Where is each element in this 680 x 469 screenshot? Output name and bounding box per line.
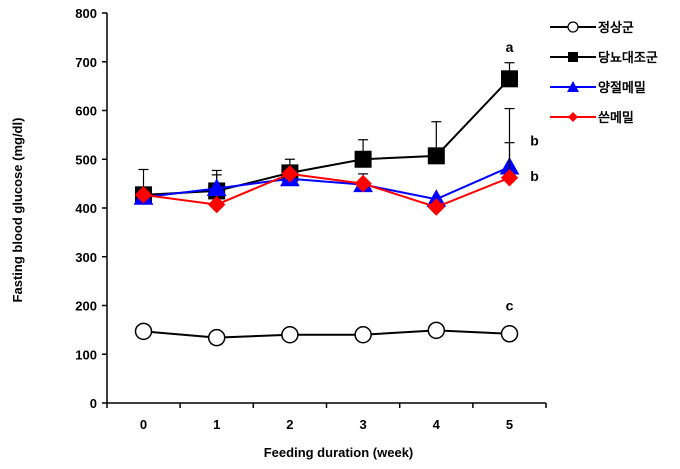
legend-label: 정상군 (598, 20, 634, 36)
data-point (281, 326, 299, 344)
x-tick-label: 1 (213, 417, 220, 432)
y-tick-label: 400 (75, 201, 97, 216)
series-group (134, 321, 519, 347)
y-tick-label: 700 (75, 55, 97, 70)
data-point (500, 325, 519, 343)
y-tick-label: 100 (75, 347, 97, 362)
data-point (427, 198, 446, 216)
annotations: a b b c (506, 39, 539, 313)
series-line (143, 329, 510, 339)
legend-label: 쓴메밀 (598, 111, 634, 126)
data-point (500, 169, 519, 187)
legend-label: 당뇨대조군 (598, 50, 658, 66)
series-line (143, 172, 510, 209)
x-tick-label: 3 (359, 417, 366, 432)
axes: 0 100 200 300 400 500 600 700 800 0 1 2 3 4 5 (75, 6, 547, 432)
data-point (134, 322, 153, 341)
data-point (134, 186, 153, 204)
significance-label: c (506, 297, 514, 313)
y-axis-title: Fasting blood glucose (mg/dl) (10, 118, 25, 303)
significance-label: b (530, 168, 539, 184)
y-tick-label: 600 (75, 104, 97, 119)
y-tick-label: 500 (75, 152, 97, 167)
data-point (206, 178, 227, 196)
data-point (281, 165, 299, 183)
x-tick-label: 2 (286, 417, 293, 432)
data-point (354, 326, 372, 344)
series-line (143, 166, 510, 201)
data-point (501, 70, 518, 88)
x-tick-label: 4 (433, 417, 441, 432)
data-point (427, 147, 445, 165)
series-layer (133, 62, 520, 347)
data-point (354, 174, 372, 193)
x-tick-label: 5 (506, 417, 513, 432)
y-tick-label: 800 (75, 6, 97, 21)
legend-label: 양절메밀 (598, 81, 646, 96)
data-point (427, 321, 446, 340)
legend-marker (568, 112, 578, 122)
x-axis-title: Feeding duration (week) (264, 445, 414, 460)
legend-marker (568, 52, 578, 62)
series-group (134, 142, 519, 216)
y-tick-label: 300 (75, 250, 97, 265)
legend-marker (567, 21, 579, 33)
y-tick-label: 200 (75, 299, 97, 314)
significance-label: a (506, 39, 514, 55)
data-point (207, 195, 226, 214)
x-tick-label: 0 (140, 417, 147, 432)
legend-marker (567, 81, 579, 92)
data-point (354, 150, 372, 168)
series-group (135, 62, 518, 204)
series-line (143, 78, 511, 196)
data-point (207, 328, 226, 347)
series-group (133, 107, 520, 207)
significance-label: b (530, 133, 539, 149)
y-tick-label: 0 (90, 396, 97, 411)
